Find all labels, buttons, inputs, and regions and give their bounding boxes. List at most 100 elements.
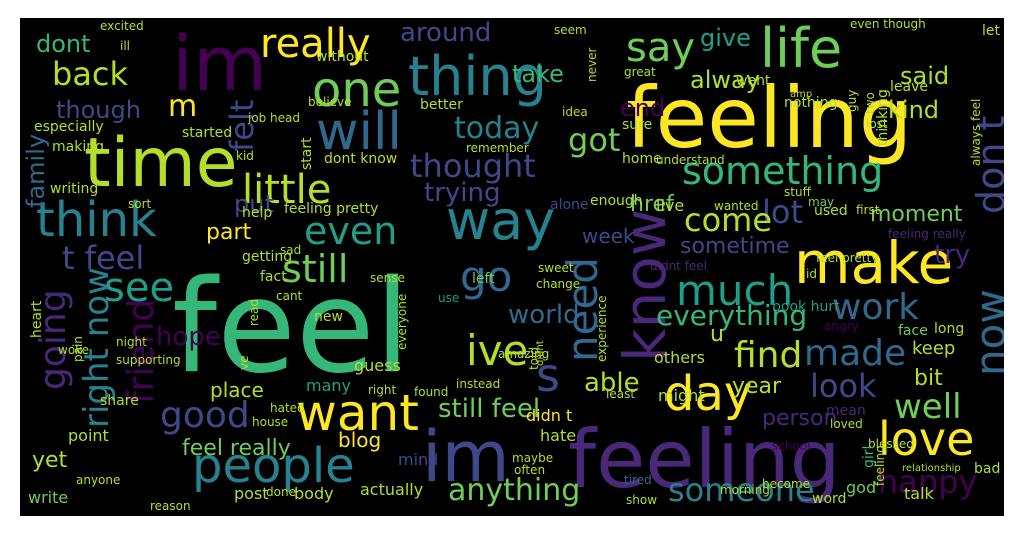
word-find: find (734, 335, 803, 376)
word-use: use (438, 291, 460, 305)
word-dont-know: dont know (324, 151, 398, 167)
word-found: found (414, 385, 449, 399)
word-school: school (772, 439, 811, 453)
word-hate: hate (540, 426, 577, 445)
word-woke: woke (58, 343, 90, 357)
word-others: others (654, 348, 705, 367)
word-one: one (312, 62, 402, 118)
word-idea: idea (562, 105, 588, 119)
word-everyone: everyone (395, 293, 409, 350)
word-hated: hated (270, 401, 305, 415)
word-relationship: relationship (902, 463, 961, 474)
word-want: want (296, 384, 419, 442)
word-live: live (656, 196, 685, 215)
word-better: better (420, 97, 463, 113)
word-good: good (160, 395, 250, 436)
word-guess: guess (354, 356, 401, 375)
word-nothing: nothing (784, 95, 838, 111)
word-back: back (52, 55, 129, 93)
word-body: body (294, 484, 334, 503)
word-ive: ive (466, 326, 529, 375)
word-guy: guy (845, 89, 859, 112)
word-come: come (684, 201, 773, 239)
word-cant: cant (276, 289, 303, 303)
word-say: say (626, 25, 696, 71)
word-world: world (508, 300, 580, 330)
word-something: something (682, 149, 884, 193)
word-book-hurt: book hurt (772, 299, 840, 315)
word-pain: pain (71, 336, 85, 362)
word-leave: leave (890, 79, 928, 95)
word-see: see (104, 265, 175, 311)
word-anyone: anyone (76, 473, 121, 487)
word-mind: mind (398, 450, 439, 469)
word-let: let (982, 23, 1000, 39)
word-friend: friend (121, 298, 162, 404)
word-didn-t: didn t (526, 406, 573, 425)
word-go: go (460, 252, 513, 301)
word-fact: fact (260, 269, 287, 285)
word-feeling-really: feeling really (888, 227, 966, 241)
word-well: well (894, 387, 962, 427)
word-blessed: blessed (868, 437, 914, 451)
word-little: little (242, 167, 332, 213)
word-happy: happy (878, 463, 978, 501)
word-alone: alone (550, 197, 589, 213)
word-sure: sure (622, 117, 653, 133)
word-id: id (806, 267, 817, 281)
word-wanted: wanted (714, 199, 759, 213)
word-alway: alway (690, 66, 760, 94)
word-maybe: maybe (512, 451, 554, 465)
word-will: will (316, 102, 402, 162)
word-life: life (760, 18, 843, 80)
word-made: made (804, 333, 907, 374)
word-night: night (116, 335, 147, 349)
word-thing: thing (408, 45, 547, 108)
word-show: show (626, 493, 658, 507)
word-ill: ill (120, 39, 131, 53)
word-left: left (472, 271, 495, 287)
word-love: love (878, 412, 975, 466)
word-look: look (810, 367, 877, 405)
word-supporting: supporting (116, 353, 181, 367)
word-though: though (56, 96, 141, 124)
word-t-feel: t feel (62, 239, 145, 277)
word-even-though: even though (850, 18, 926, 31)
word-understand: understand (656, 153, 725, 167)
word-thinking: thinking (875, 89, 891, 146)
word-u: u (710, 322, 724, 347)
word-everything: everything (656, 299, 808, 332)
word-especially: especially (34, 119, 104, 135)
word-place: place (210, 378, 264, 402)
word-word: word (812, 491, 847, 507)
word-might: might (658, 386, 705, 405)
word-may: may (808, 195, 835, 209)
word-least: least (606, 387, 636, 401)
word-become: become (762, 477, 811, 491)
word-sweet: sweet (538, 261, 574, 275)
word-angry: angry (824, 319, 859, 333)
word-went: went (736, 73, 771, 89)
word-didnt-feel: didnt feel (650, 259, 708, 273)
word-post: post (234, 484, 269, 503)
word-href: href (630, 192, 674, 217)
word-started: started (182, 125, 233, 141)
word-feel-really: feel really (182, 436, 291, 461)
word-day: day (664, 366, 753, 422)
word-around: around (400, 18, 492, 48)
word-yet: yet (32, 448, 68, 473)
word-help: help (242, 205, 273, 221)
word-feel-pretty: feel pretty (816, 251, 879, 265)
word-feeling-pretty: feeling pretty (284, 201, 379, 217)
word-making: making (52, 139, 104, 155)
word-right: right (368, 383, 397, 397)
word-excited: excited (100, 19, 144, 33)
word-loved: loved (830, 417, 863, 431)
word-said: said (900, 62, 950, 90)
word-cloud: feel feeling feeling im im time make wan… (20, 18, 1004, 516)
word-still-feel: still feel (438, 394, 541, 424)
word-amp: amp (790, 89, 813, 100)
word-heart: heart (29, 300, 45, 338)
word-person: person (762, 406, 838, 431)
word-always-feel: always feel (969, 98, 983, 166)
